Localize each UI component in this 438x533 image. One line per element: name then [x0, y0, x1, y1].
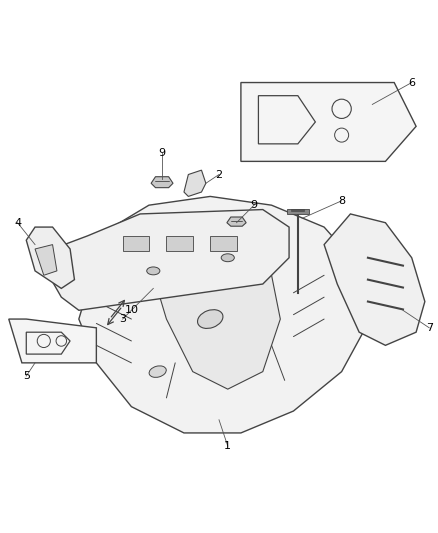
Text: 10: 10	[124, 305, 138, 316]
Bar	[287, 209, 309, 214]
Polygon shape	[151, 177, 173, 188]
Text: 8: 8	[338, 196, 345, 206]
Polygon shape	[241, 83, 416, 161]
Polygon shape	[324, 214, 425, 345]
Ellipse shape	[221, 254, 234, 262]
Polygon shape	[79, 197, 368, 433]
Ellipse shape	[147, 267, 160, 275]
Ellipse shape	[149, 366, 166, 377]
Text: 6: 6	[408, 77, 415, 87]
Bar	[291, 209, 304, 211]
Text: 9: 9	[159, 148, 166, 158]
Bar	[210, 236, 237, 251]
Bar	[123, 236, 149, 251]
Text: 9: 9	[251, 200, 258, 210]
Text: 7: 7	[426, 323, 433, 333]
Polygon shape	[153, 214, 280, 389]
Polygon shape	[35, 245, 57, 275]
Text: 1: 1	[224, 441, 231, 451]
Polygon shape	[184, 170, 206, 197]
Text: 2: 2	[215, 169, 223, 180]
Bar	[166, 236, 193, 251]
Polygon shape	[26, 227, 74, 288]
Text: 3: 3	[119, 314, 126, 324]
Text: 4: 4	[14, 217, 21, 228]
Polygon shape	[44, 209, 289, 310]
Text: 5: 5	[23, 371, 30, 381]
Ellipse shape	[198, 310, 223, 328]
Polygon shape	[227, 217, 246, 226]
Polygon shape	[9, 319, 96, 363]
